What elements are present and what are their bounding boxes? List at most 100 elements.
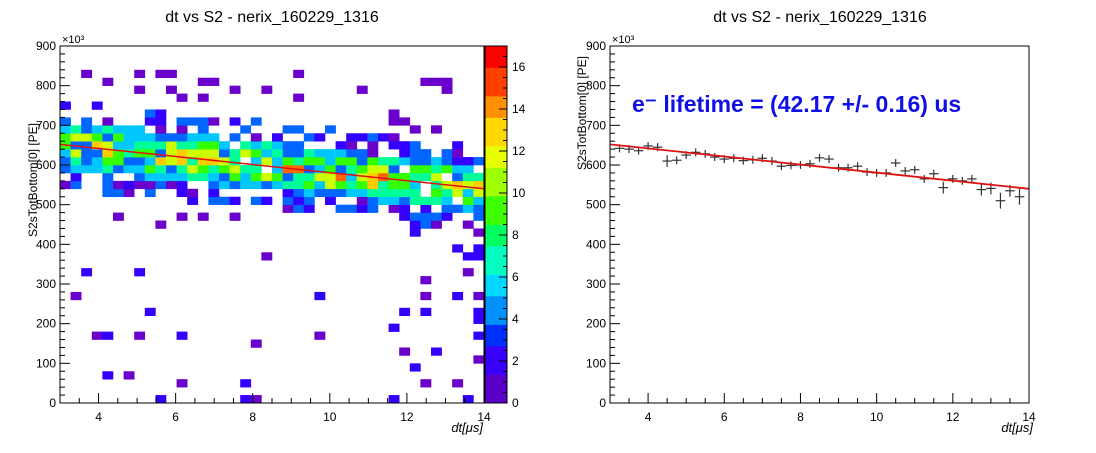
heatmap-cell bbox=[420, 291, 432, 301]
profile-y-tick-label: 700 bbox=[586, 118, 606, 132]
heatmap-cell bbox=[123, 371, 135, 380]
heatmap-cell bbox=[113, 125, 124, 134]
heatmap-cell bbox=[325, 196, 336, 205]
color-scale-segment bbox=[485, 303, 507, 311]
heatmap-cell bbox=[420, 220, 432, 229]
heatmap-cell bbox=[272, 165, 283, 174]
profile-y-tick-label: 800 bbox=[586, 79, 606, 93]
heatmap-cell bbox=[378, 165, 389, 174]
color-scale-segment bbox=[485, 153, 507, 161]
heatmap-cell bbox=[452, 172, 464, 182]
heatmap-cell bbox=[420, 204, 432, 213]
heatmap-cell bbox=[155, 395, 167, 404]
heatmap-fit-line bbox=[59, 143, 485, 190]
heatmap-cell bbox=[102, 133, 114, 142]
heatmap-cell bbox=[473, 188, 485, 198]
color-scale-segment bbox=[485, 131, 507, 140]
heatmap-x-tick-label: 14 bbox=[477, 410, 491, 424]
heatmap-cell bbox=[399, 149, 411, 158]
heatmap-cell bbox=[473, 157, 485, 166]
color-scale-tick-label: 6 bbox=[512, 270, 519, 284]
color-scale-segment bbox=[485, 238, 507, 247]
color-scale-segment bbox=[485, 117, 507, 125]
color-scale-segment bbox=[485, 203, 507, 211]
heatmap-cell bbox=[293, 157, 305, 166]
heatmap-cell bbox=[346, 172, 358, 182]
color-scale-segment bbox=[485, 74, 507, 83]
heatmap-cell bbox=[346, 188, 358, 198]
heatmap-cell bbox=[113, 212, 124, 221]
heatmap-cell bbox=[431, 172, 442, 182]
heatmap-cell bbox=[155, 141, 167, 150]
profile-y-tick-label: 500 bbox=[586, 198, 606, 212]
heatmap-cell bbox=[102, 125, 114, 134]
color-scale-segment bbox=[485, 81, 507, 90]
heatmap-cell bbox=[367, 188, 379, 198]
color-scale-tick-label: 16 bbox=[512, 60, 526, 74]
heatmap-cell bbox=[229, 165, 241, 174]
heatmap-cell bbox=[282, 196, 294, 205]
heatmap-cell bbox=[208, 141, 220, 150]
heatmap-cell bbox=[346, 165, 358, 174]
color-scale-segment bbox=[485, 295, 507, 304]
heatmap-cell bbox=[473, 355, 485, 364]
heatmap-cell bbox=[303, 133, 315, 142]
heatmap-cell bbox=[155, 165, 167, 174]
heatmap-cell bbox=[388, 133, 400, 142]
heatmap-cell bbox=[134, 172, 146, 182]
heatmap-cell bbox=[293, 69, 305, 79]
heatmap-cell bbox=[303, 204, 315, 213]
heatmap-cell bbox=[144, 141, 156, 150]
heatmap-cell bbox=[229, 149, 241, 158]
heatmap-cell bbox=[155, 117, 167, 126]
color-scale-segment bbox=[485, 138, 507, 147]
heatmap-cell bbox=[155, 69, 167, 79]
color-scale-segment bbox=[485, 353, 507, 361]
heatmap-cell bbox=[346, 157, 358, 166]
color-scale-segment bbox=[485, 374, 507, 382]
color-scale-segment bbox=[485, 360, 507, 368]
heatmap-cell bbox=[176, 331, 188, 340]
heatmap-cell bbox=[176, 133, 188, 142]
heatmap-cell bbox=[113, 149, 124, 158]
heatmap-cell bbox=[176, 157, 188, 166]
heatmap-cell bbox=[431, 165, 442, 174]
heatmap-cell bbox=[431, 347, 442, 356]
heatmap-cell bbox=[176, 188, 188, 198]
color-scale-tick-label: 14 bbox=[512, 102, 526, 116]
heatmap-cell bbox=[335, 172, 347, 182]
heatmap-cell bbox=[60, 133, 71, 142]
heatmap-cell bbox=[293, 93, 305, 102]
heatmap-cell bbox=[60, 165, 71, 174]
heatmap-cell bbox=[166, 85, 177, 94]
heatmap-cell bbox=[240, 125, 252, 134]
heatmap-cell bbox=[187, 149, 199, 158]
heatmap-cell bbox=[261, 157, 273, 166]
heatmap-cell bbox=[462, 180, 474, 190]
heatmap-cell bbox=[219, 149, 230, 158]
heatmap-cell bbox=[229, 85, 241, 94]
heatmap-cell bbox=[261, 252, 273, 261]
heatmap-cell bbox=[70, 165, 82, 174]
color-scale-segment bbox=[485, 388, 507, 397]
heatmap-cell bbox=[187, 141, 199, 150]
heatmap-cell bbox=[409, 157, 421, 166]
heatmap-cell bbox=[399, 204, 411, 213]
heatmap-cell bbox=[123, 180, 135, 190]
heatmap-cell bbox=[473, 331, 485, 340]
heatmap-cell bbox=[102, 172, 114, 182]
heatmap-cell bbox=[113, 180, 124, 190]
heatmap-y-tick-label: 500 bbox=[36, 198, 56, 212]
heatmap-cell bbox=[102, 117, 114, 126]
heatmap-cell bbox=[134, 180, 146, 190]
heatmap-cell bbox=[187, 188, 199, 198]
heatmap-cell bbox=[91, 331, 103, 340]
heatmap-cell bbox=[197, 93, 209, 102]
heatmap-cell bbox=[187, 117, 199, 126]
heatmap-cell bbox=[229, 133, 241, 142]
heatmap-cell bbox=[399, 196, 411, 205]
heatmap-cell bbox=[261, 149, 273, 158]
heatmap-cell bbox=[81, 133, 93, 142]
heatmap-y-tick-label: 900 bbox=[36, 39, 56, 53]
profile-title: dt vs S2 - nerix_160229_1316 bbox=[713, 9, 927, 26]
